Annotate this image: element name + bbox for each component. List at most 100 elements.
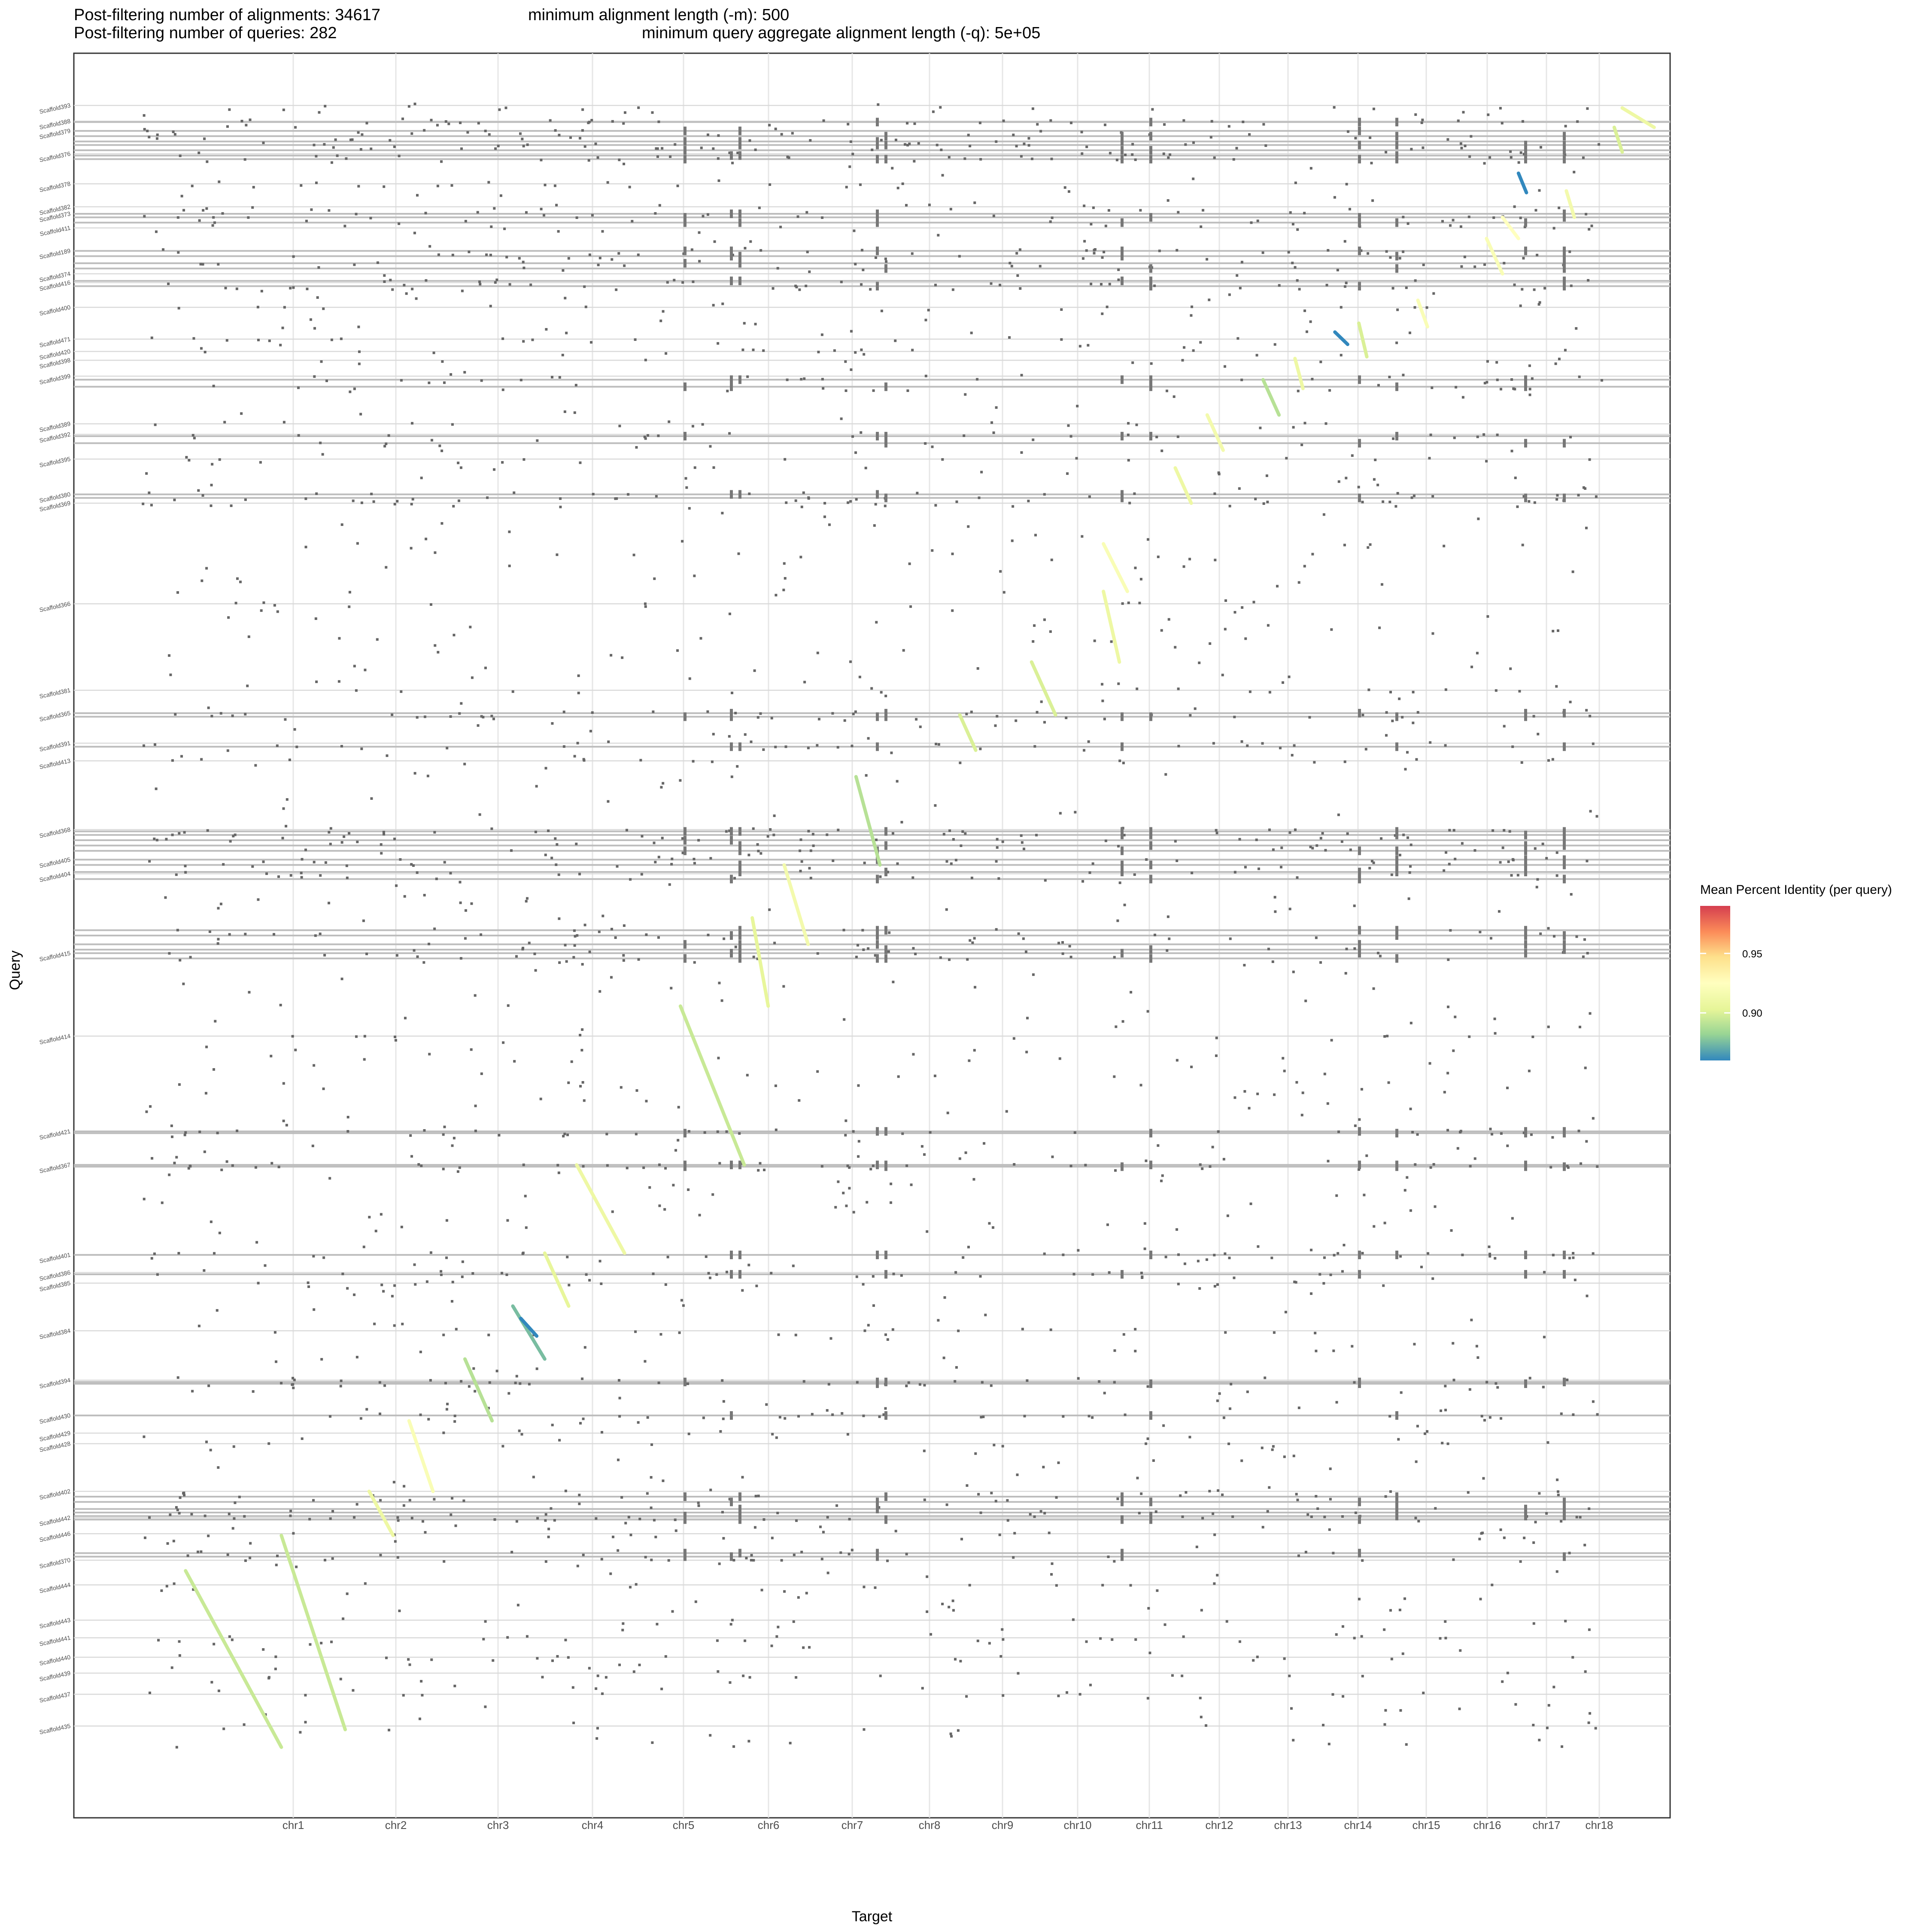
alignment-point [432,351,435,354]
alignment-point [663,1208,666,1211]
alignment-point [394,1039,397,1042]
dense-strip [738,940,741,949]
alignment-point [359,148,362,151]
alignment-point [153,837,156,840]
y-tick-Scaffold471: Scaffold471 [39,335,71,349]
alignment-point [597,264,600,267]
alignment-point [908,143,911,146]
alignment-point [1291,223,1294,226]
alignment-point [1276,585,1279,588]
dense-strip [683,382,687,391]
alignment-point [1346,130,1349,133]
alignment-point [528,942,531,945]
alignment-point [1400,1391,1403,1394]
alignment-point [1272,848,1275,851]
alignment-point [1546,1726,1549,1729]
alignment-point [655,147,658,150]
alignment-point [1560,1520,1563,1523]
alignment-point [1261,251,1264,254]
alignment-point [1388,376,1391,379]
alignment-point [1145,1442,1148,1445]
alignment-point [1067,190,1070,193]
alignment-point [769,183,772,186]
alignment-point [207,706,210,709]
alignment-point [1270,1256,1273,1259]
alignment-point [213,1643,216,1646]
alignment-point [652,710,655,713]
alignment-point [1188,1436,1191,1439]
alignment-point [802,1646,805,1649]
alignment-point [875,838,878,841]
dense-strip [738,949,741,958]
dense-strip [730,1250,733,1259]
alignment-point [860,348,863,351]
y-tick-Scaffold370: Scaffold370 [39,1556,71,1570]
alignment-point [1587,1721,1590,1724]
alignment-point [848,1552,851,1555]
alignment-point [1091,862,1094,865]
alignment-point [1256,219,1259,222]
dense-strip [1563,931,1566,940]
dense-strip [730,1160,733,1170]
alignment-point [659,1333,662,1336]
alignment-point [291,1035,294,1038]
alignment-point [146,130,149,133]
alignment-point [275,1360,278,1363]
alignment-point [189,956,192,959]
alignment-point [178,1512,181,1515]
alignment-point [816,744,819,747]
alignment-point [934,804,937,807]
alignment-point [340,337,343,340]
alignment-point [1416,711,1419,714]
legend-tick-label: 0.95 [1742,948,1762,960]
alignment-point [1050,1573,1053,1576]
alignment-point [345,864,348,867]
alignment-point [319,441,322,444]
alignment-point [474,1390,477,1393]
alignment-point [482,716,485,719]
alignment-point [175,1746,178,1749]
alignment-point [1191,872,1194,875]
alignment-point [1590,225,1593,228]
alignment-point [1066,1691,1069,1694]
alignment-point [592,492,595,495]
alignment-point [726,389,729,392]
alignment-point [641,835,644,838]
alignment-point [1367,688,1370,691]
alignment-point [411,288,414,291]
dense-strip [1524,382,1527,391]
dense-strip [738,126,741,135]
alignment-point [795,1676,798,1679]
y-tick-Scaffold430: Scaffold430 [39,1412,71,1425]
alignment-point [196,1550,199,1553]
alignment-point [786,378,789,381]
alignment-point [1301,1091,1304,1094]
alignment-point [851,1549,854,1552]
alignment-point [654,1535,657,1538]
alignment-point [1398,257,1401,260]
alignment-point [1530,1133,1533,1136]
alignment-point [310,208,313,211]
alignment-point [1315,1349,1318,1352]
alignment-point [913,122,916,125]
alignment-point [600,1282,603,1285]
alignment-point [1533,288,1536,291]
alignment-point [267,1442,270,1445]
alignment-point [1113,956,1116,959]
alignment-point [191,1390,194,1393]
alignment-point [948,1606,951,1609]
alignment-point [1414,1163,1417,1166]
alignment-point [257,898,260,901]
dense-strip [1563,264,1566,273]
alignment-point [155,230,158,233]
alignment-point [1315,936,1318,939]
alignment-point [294,126,297,129]
alignment-point [522,1163,525,1166]
alignment-point [626,1166,629,1170]
dense-strip [1358,218,1361,227]
alignment-point [142,744,145,747]
alignment-point [741,1476,744,1479]
alignment-point [1380,583,1383,586]
alignment-point [564,297,567,300]
alignment-point [687,1382,690,1385]
